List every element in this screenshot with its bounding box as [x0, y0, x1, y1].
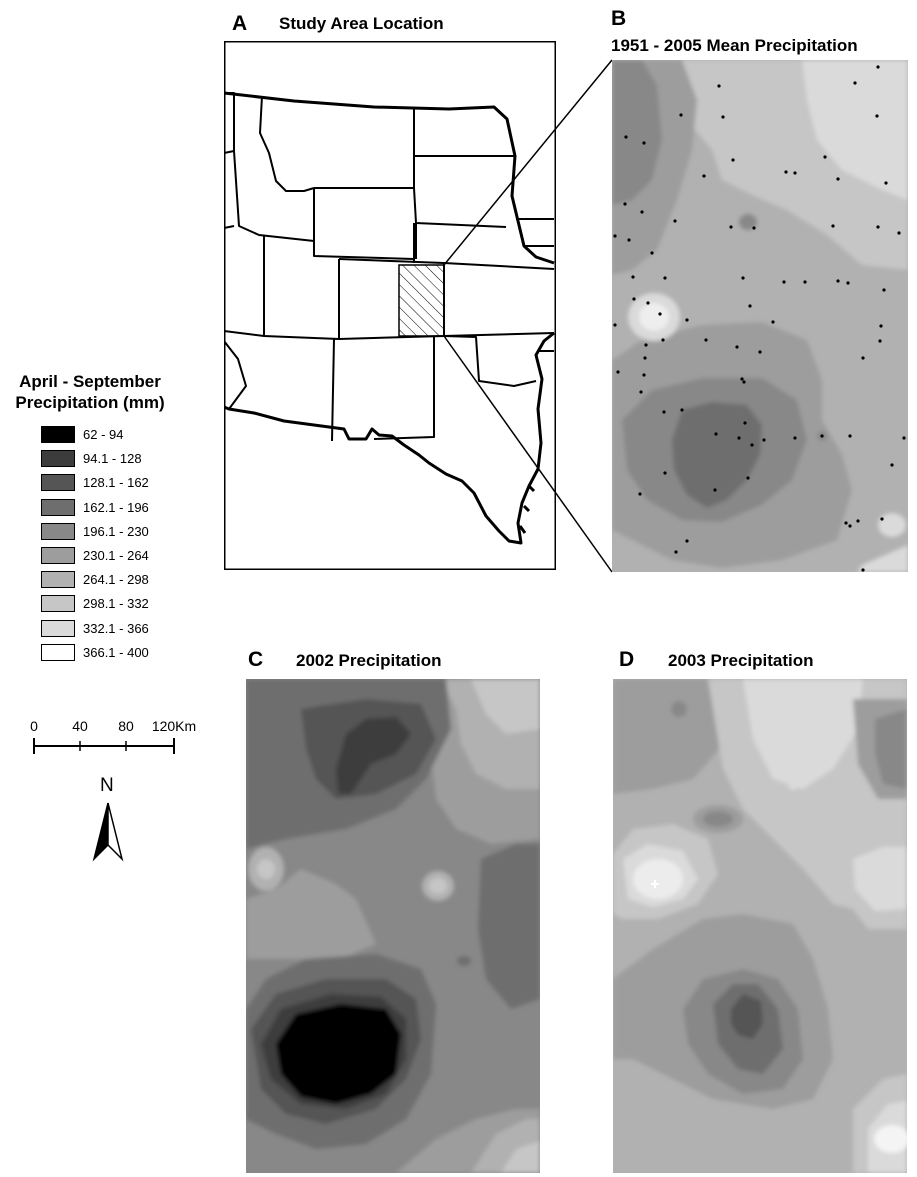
- legend-swatch: [41, 450, 75, 468]
- legend-range-label: 366.1 - 400: [83, 644, 149, 660]
- white-cross-marker: [651, 880, 659, 888]
- scale-label-120km: 120Km: [151, 718, 197, 734]
- legend-list: 62 - 94 94.1 - 128 128.1 - 162 162.1 - 196 1…: [41, 425, 181, 685]
- weather-station-points: [613, 65, 906, 572]
- precipitation-2003-map: [613, 679, 907, 1173]
- legend-swatch: [41, 522, 75, 540]
- legend-range-label: 128.1 - 162: [83, 475, 149, 491]
- legend-range-label: 332.1 - 366: [83, 620, 149, 636]
- panel-b-title: 1951 - 2005 Mean Precipitation: [611, 36, 858, 55]
- panel-a-letter: A: [232, 12, 248, 35]
- panel-d-title: 2003 Precipitation: [668, 651, 814, 670]
- panel-d-letter: D: [619, 648, 635, 671]
- legend-title-line2: Precipitation (mm): [15, 393, 165, 412]
- legend-item: 162.1 - 196: [41, 498, 149, 517]
- panel-c-letter: C: [248, 648, 264, 671]
- panel-b-letter: B: [611, 7, 627, 30]
- legend-swatch: [41, 571, 75, 589]
- north-label: N: [100, 775, 114, 796]
- legend-range-label: 162.1 - 196: [83, 499, 149, 515]
- legend-range-label: 62 - 94: [83, 427, 124, 442]
- legend-item: 94.1 - 128: [41, 449, 142, 468]
- legend-range-label: 230.1 - 264: [83, 548, 149, 563]
- mean-precipitation-map: [612, 60, 908, 572]
- legend-range-label: 196.1 - 230: [83, 523, 149, 539]
- scale-bar-line: [33, 738, 175, 754]
- legend-item: 332.1 - 366: [41, 619, 149, 638]
- north-arrow-icon: [92, 802, 124, 862]
- study-area-map: [224, 41, 556, 570]
- north-arrow: N: [88, 775, 138, 865]
- scale-label-0: 0: [30, 718, 38, 734]
- legend-swatch: [41, 426, 75, 443]
- legend-item: 128.1 - 162: [41, 473, 149, 492]
- scale-label-80: 80: [118, 718, 134, 734]
- legend-title-line1: April - September: [19, 372, 161, 391]
- legend-swatch: [41, 547, 75, 564]
- legend-item: 264.1 - 298: [41, 570, 149, 589]
- panel-a-title: Study Area Location: [279, 14, 444, 33]
- legend-item: 298.1 - 332: [41, 594, 149, 613]
- legend-swatch: [41, 498, 75, 516]
- panel-c-title: 2002 Precipitation: [296, 651, 442, 670]
- legend-range-label: 94.1 - 128: [83, 451, 142, 467]
- legend-swatch: [41, 643, 75, 661]
- scale-bar: 0 40 80 120Km: [20, 718, 196, 758]
- precipitation-2002-map: [246, 679, 540, 1173]
- legend-item: 62 - 94: [41, 425, 123, 444]
- study-area-hatched-box: [398, 264, 445, 337]
- legend-swatch: [41, 619, 75, 637]
- legend-title: April - September Precipitation (mm): [10, 371, 170, 413]
- legend-item: 196.1 - 230: [41, 522, 149, 541]
- legend-swatch: [41, 474, 75, 492]
- legend-range-label: 264.1 - 298: [83, 572, 149, 588]
- legend-item: 366.1 - 400: [41, 643, 149, 662]
- legend-swatch: [41, 595, 75, 613]
- legend-range-label: 298.1 - 332: [83, 596, 149, 612]
- legend-item: 230.1 - 264: [41, 546, 149, 565]
- scale-label-40: 40: [72, 718, 88, 734]
